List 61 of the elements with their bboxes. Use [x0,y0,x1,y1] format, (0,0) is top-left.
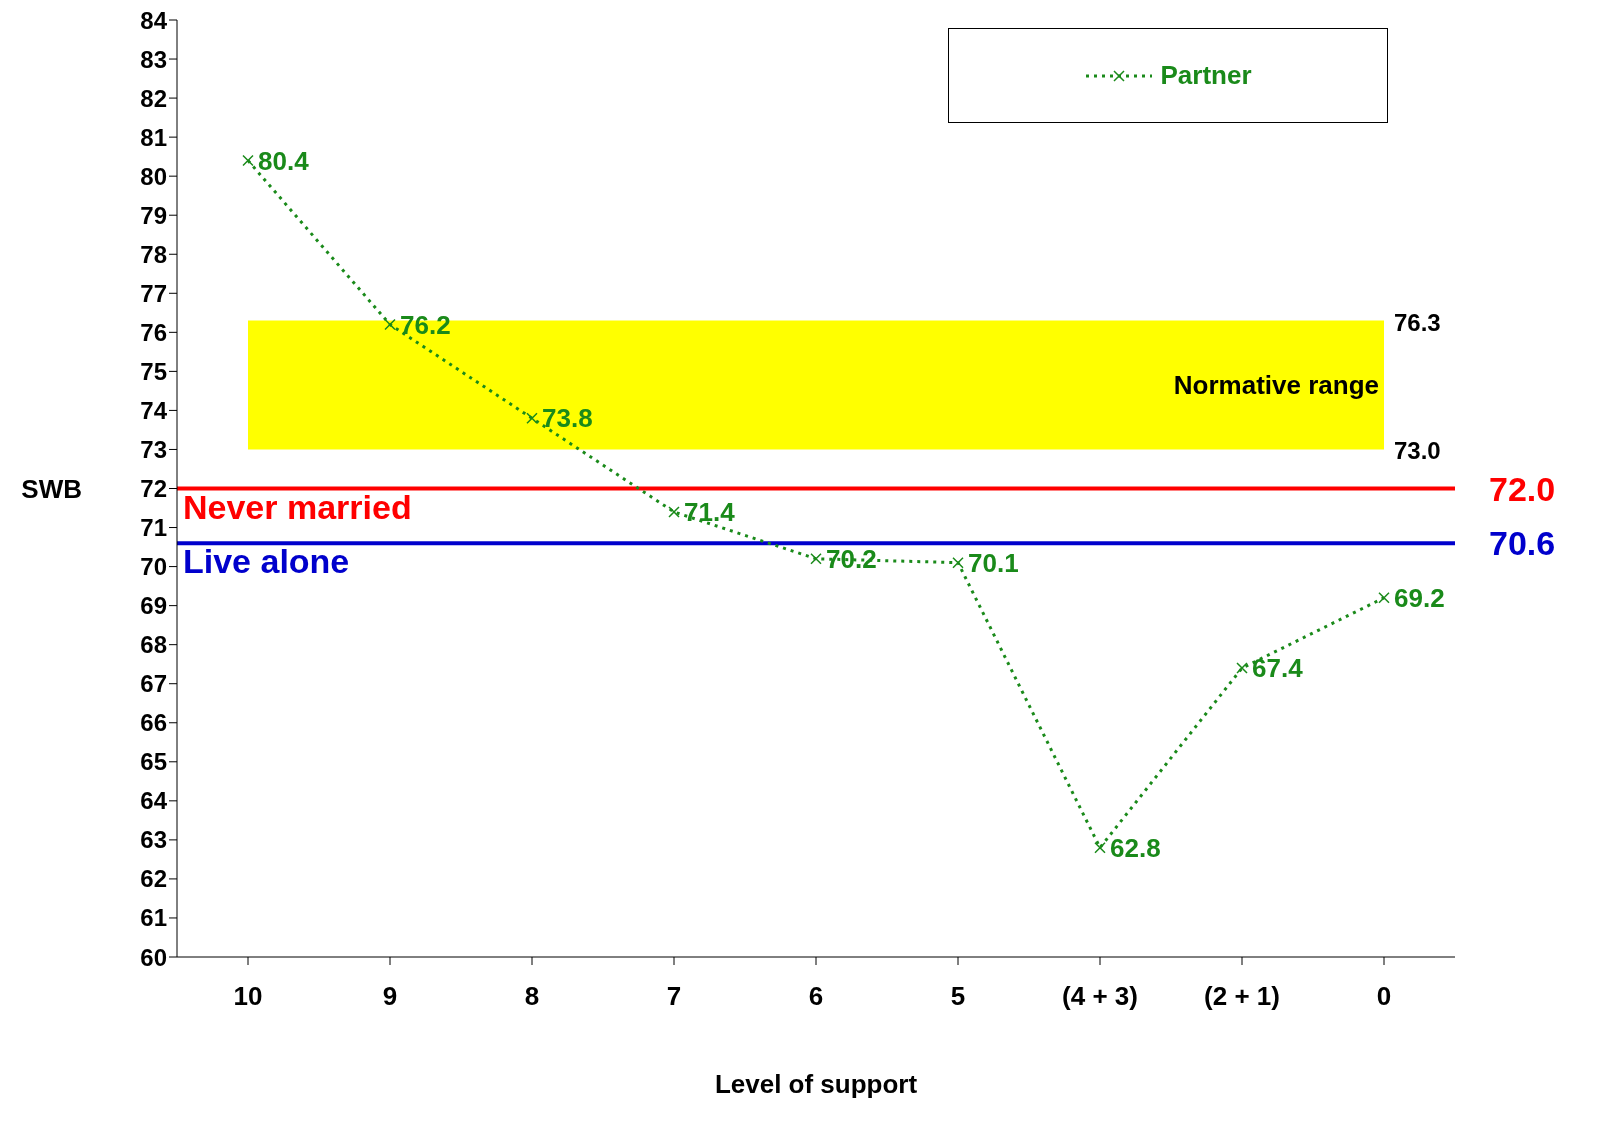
ref-line-label: Never married [183,487,412,526]
y-tick-label: 71 [140,514,167,542]
point [810,553,822,565]
point [1378,592,1390,604]
x-tick-label: 0 [1376,981,1392,1012]
y-tick-label: 79 [140,201,167,229]
point [526,412,538,424]
x-tick-label: 9 [382,981,398,1012]
text: 70.6 [1489,524,1556,563]
y-tick-label: 80 [140,162,167,190]
annotation: 73.0 [1394,437,1441,465]
y-tick-label: 62 [140,865,167,893]
y-tick-label: 78 [140,240,167,268]
y-tick-label: 63 [140,826,167,854]
text: 72.0 [1489,469,1556,508]
y-tick-label: 65 [140,748,167,776]
y-tick-label: 83 [140,45,167,73]
y-tick-label: 61 [140,904,167,932]
x-tick-label: 5 [950,981,966,1012]
data-label: 73.8 [542,403,593,434]
data-label: 62.8 [1110,832,1161,863]
data-label: 67.4 [1252,653,1304,684]
y-tick-label: 75 [140,357,167,385]
data-label: 70.2 [826,544,877,575]
data-label: 70.1 [968,547,1019,578]
point [668,506,680,518]
x-tick-label: (4 + 3) [1062,981,1138,1012]
y-tick-label: 76 [140,318,167,346]
point [1094,841,1106,854]
y-tick-label: 77 [140,279,167,307]
data-label: 69.2 [1394,583,1445,614]
y-tick-label: 60 [140,943,167,971]
y-tick-label: 68 [140,631,167,659]
y-tick-label: 81 [140,123,167,151]
x-tick-label: (2 + 1) [1204,981,1280,1012]
x-tick-label: 10 [233,981,263,1012]
y-tick-label: 73 [140,435,167,463]
band-label: Normative range [1173,370,1379,401]
data-label: 71.4 [684,497,736,528]
y-tick-label: 69 [140,592,167,620]
y-tick-label: 70 [140,553,167,581]
y-tick-label: 82 [140,84,167,112]
point [242,154,254,167]
y-tick-label: 67 [140,670,167,698]
y-tick-label: 84 [140,6,168,34]
y-tick-label: 74 [140,396,168,424]
x-tick-label: 8 [524,981,540,1012]
y-tick-label: 64 [140,787,168,815]
annotation: 76.3 [1394,308,1441,336]
x-axis-title: Level of support [714,1069,918,1099]
y-tick-label: 72 [140,475,167,503]
point [952,556,964,569]
point [1236,662,1248,674]
legend-label: Partner [1160,60,1252,91]
ref-line-label: Live alone [183,542,350,581]
data-label: 80.4 [258,145,310,176]
point [384,318,396,331]
x-tick-label: 7 [666,981,682,1012]
y-axis-title: SWB [21,473,82,504]
x-tick-label: 6 [808,981,824,1012]
y-tick-label: 66 [140,709,167,737]
